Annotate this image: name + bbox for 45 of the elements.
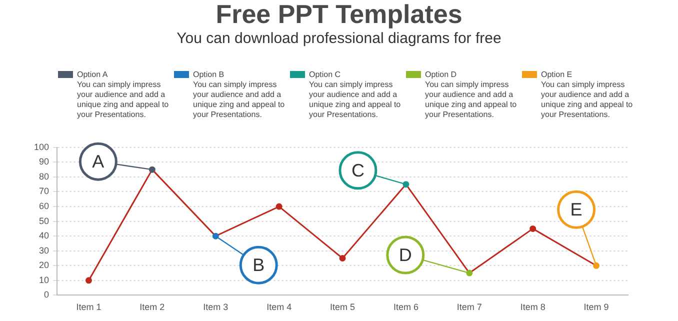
annotation: C: [351, 160, 364, 180]
point: [148, 166, 156, 173]
y-tick-label: 80: [39, 171, 50, 182]
text: Option C: [309, 70, 342, 80]
text: Option D: [425, 70, 458, 80]
text: Option E: [541, 70, 574, 80]
x-tick-label: Item 9: [584, 302, 609, 312]
y-tick-label: 40: [39, 230, 50, 241]
y-tick-label: 60: [39, 201, 50, 212]
point: [593, 262, 600, 269]
annotation: B: [252, 255, 265, 276]
y-tick-label: 50: [39, 216, 50, 226]
y-tick-label: 0: [44, 290, 50, 300]
chart-subtitle: You can download professional diagrams for free: [176, 30, 502, 47]
y-tick-label: 20: [39, 260, 50, 270]
annotation: D: [398, 245, 412, 265]
y-tick-label: 10: [39, 274, 50, 285]
x-tick-label: Item 3: [203, 302, 228, 312]
y-tick-label: 100: [34, 142, 50, 152]
text: You can simply impress your audience and add a unique zing and appeal to your Presentations.: [193, 80, 286, 120]
x-tick-label: Item 1: [76, 302, 102, 312]
y-tick-label: 70: [39, 186, 50, 196]
point: [530, 225, 536, 232]
point: [339, 255, 346, 262]
annotation: A: [92, 152, 104, 172]
x-tick-label: Item 4: [266, 302, 292, 312]
point: [212, 232, 219, 240]
text: You can simply impress your audience and add a unique zing and appeal to your Presentations.: [77, 80, 170, 120]
x-tick-label: Item 8: [520, 302, 546, 312]
x-tick-label: Item 6: [393, 302, 418, 312]
annotation: E: [570, 200, 582, 220]
x-tick-label: Item 7: [456, 302, 482, 312]
text: You can simply impress your audience and add a unique zing and appeal to your Presentations.: [425, 80, 518, 120]
point: [276, 203, 282, 210]
point: [402, 181, 410, 188]
text: You can simply impress your audience and add a unique zing and appeal to your Presentations.: [309, 80, 402, 120]
chart-title: Free PPT Templates: [214, 0, 464, 29]
text: Option A: [77, 70, 109, 80]
x-tick-label: Item 2: [140, 302, 165, 312]
text: You can simply impress your audience and add a unique zing and appeal to your Presentations.: [541, 80, 634, 120]
y-tick-label: 90: [39, 156, 50, 167]
text: Option B: [193, 70, 226, 80]
point: [85, 277, 92, 284]
x-tick-label: Item 5: [330, 302, 356, 312]
y-tick-label: 30: [39, 245, 50, 256]
